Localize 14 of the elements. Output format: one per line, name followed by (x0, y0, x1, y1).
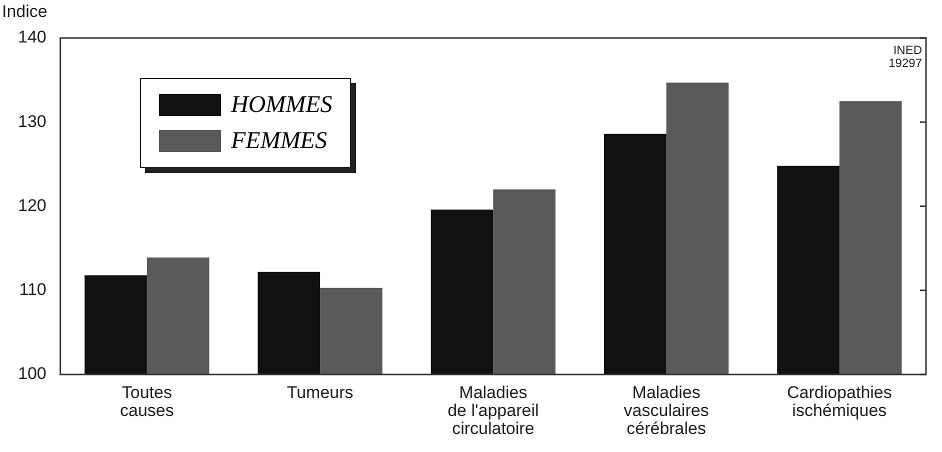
legend-label: FEMMES (231, 128, 327, 154)
y-tick-label: 130 (18, 112, 46, 131)
annotation: INED 19297 (888, 43, 922, 70)
y-tick-label: 140 (18, 28, 46, 47)
x-tick-label: Tumeurs (286, 383, 354, 402)
x-tick-label: Toutes causes (120, 383, 174, 420)
legend-label: HOMMES (231, 92, 332, 118)
x-tick-label: Maladies de l'appareil circulatoire (448, 383, 539, 438)
x-tick-label: Cardiopathies ischémiques (786, 383, 892, 420)
x-tick-label: Maladies vasculaires cérébrales (624, 383, 709, 438)
y-axis-title: Indice (2, 2, 48, 22)
y-tick-label: 100 (18, 364, 46, 384)
y-tick-label: 120 (18, 196, 46, 215)
y-tick-label: 110 (19, 280, 46, 300)
